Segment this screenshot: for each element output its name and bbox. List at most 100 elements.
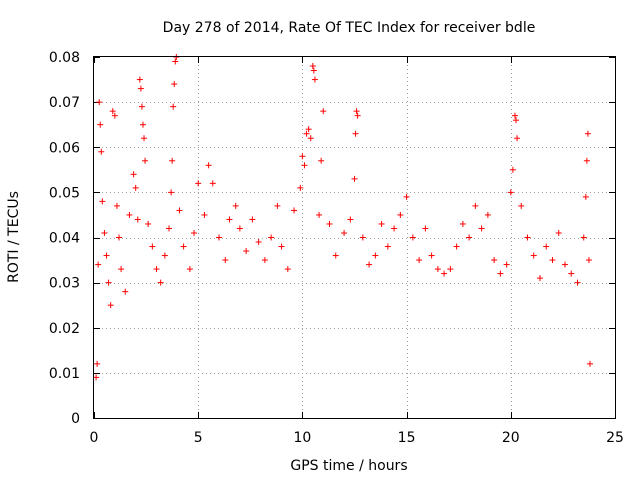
data-point [299, 153, 306, 160]
data-point [352, 130, 359, 137]
data-point [122, 288, 129, 295]
data-point [94, 360, 101, 367]
y-axis-title: ROTI / TECUs [6, 191, 22, 283]
x-tick-label: 25 [606, 430, 624, 446]
data-point [561, 261, 568, 268]
y-tick-label: 0.03 [49, 276, 80, 292]
data-point [584, 130, 591, 137]
data-point [171, 81, 178, 88]
y-tick-label: 0.04 [49, 231, 80, 247]
data-point [139, 121, 146, 128]
data-point [318, 157, 325, 164]
y-tick-label: 0.01 [49, 366, 80, 382]
data-point [205, 162, 212, 169]
data-point [101, 229, 108, 236]
data-point [397, 211, 404, 218]
data-point [326, 220, 333, 227]
data-point [391, 225, 398, 232]
data-point [201, 211, 208, 218]
data-point [384, 243, 391, 250]
data-point [180, 243, 187, 250]
data-point [307, 135, 314, 142]
data-point [149, 243, 156, 250]
data-point [166, 225, 173, 232]
data-point [491, 257, 498, 264]
data-point [226, 216, 233, 223]
data-point [274, 202, 281, 209]
data-point [176, 207, 183, 214]
data-point [243, 248, 250, 255]
data-point [434, 266, 441, 273]
data-point [103, 252, 110, 259]
data-point [585, 257, 592, 264]
data-point [98, 148, 105, 155]
data-point [507, 189, 514, 196]
data-points [93, 54, 593, 381]
data-point [447, 266, 454, 273]
data-point [580, 234, 587, 241]
data-point [511, 112, 518, 119]
data-point [249, 216, 256, 223]
data-point [316, 211, 323, 218]
data-point [353, 108, 360, 115]
data-point [549, 257, 556, 264]
data-point [347, 216, 354, 223]
data-point [153, 266, 160, 273]
data-point [428, 252, 435, 259]
data-point [236, 225, 243, 232]
x-axis-title: GPS time / hours [290, 458, 407, 474]
y-tick-label: 0.06 [49, 140, 80, 156]
data-point [138, 103, 145, 110]
data-point [416, 257, 423, 264]
data-point [191, 229, 198, 236]
data-point [305, 126, 312, 133]
data-point [99, 198, 106, 205]
data-point [118, 266, 125, 273]
data-point [222, 257, 229, 264]
data-point [297, 184, 304, 191]
data-point [109, 108, 116, 115]
data-point [332, 252, 339, 259]
data-point [169, 157, 176, 164]
data-point [372, 252, 379, 259]
x-tick-label: 20 [502, 430, 520, 446]
chart-title: Day 278 of 2014, Rate Of TEC Index for r… [163, 20, 536, 36]
data-point [354, 112, 361, 119]
data-point [555, 229, 562, 236]
data-point [105, 279, 112, 286]
data-point [583, 157, 590, 164]
data-point [113, 202, 120, 209]
data-point [359, 234, 366, 241]
data-point [530, 252, 537, 259]
data-point [301, 162, 308, 169]
x-tick-label: 0 [90, 430, 99, 446]
tick-labels: 0 5 10 15 20 25 0 0.01 0.02 0.03 0.04 0.05 0.06 0.07 0… [49, 50, 624, 446]
y-tick-label: 0.02 [49, 321, 80, 337]
data-point [161, 252, 168, 259]
data-point [96, 99, 103, 106]
data-point [284, 266, 291, 273]
data-point [459, 220, 466, 227]
data-point [134, 216, 141, 223]
data-point [568, 270, 575, 277]
x-tick-label: 15 [398, 430, 416, 446]
data-point [145, 220, 152, 227]
data-point [95, 261, 102, 268]
data-point [341, 229, 348, 236]
data-point [255, 239, 262, 246]
data-point [137, 85, 144, 92]
data-point [509, 166, 516, 173]
data-point [111, 112, 118, 119]
data-point [195, 180, 202, 187]
data-point [107, 302, 114, 309]
data-point [97, 121, 104, 128]
y-tick-label: 0.08 [49, 50, 80, 66]
data-point [170, 103, 177, 110]
grid [94, 57, 615, 418]
data-point [378, 220, 385, 227]
y-tick-label: 0.07 [49, 95, 80, 111]
x-tick-label: 10 [293, 430, 311, 446]
plot-frame [93, 56, 616, 419]
data-point [484, 211, 491, 218]
data-point [403, 193, 410, 200]
